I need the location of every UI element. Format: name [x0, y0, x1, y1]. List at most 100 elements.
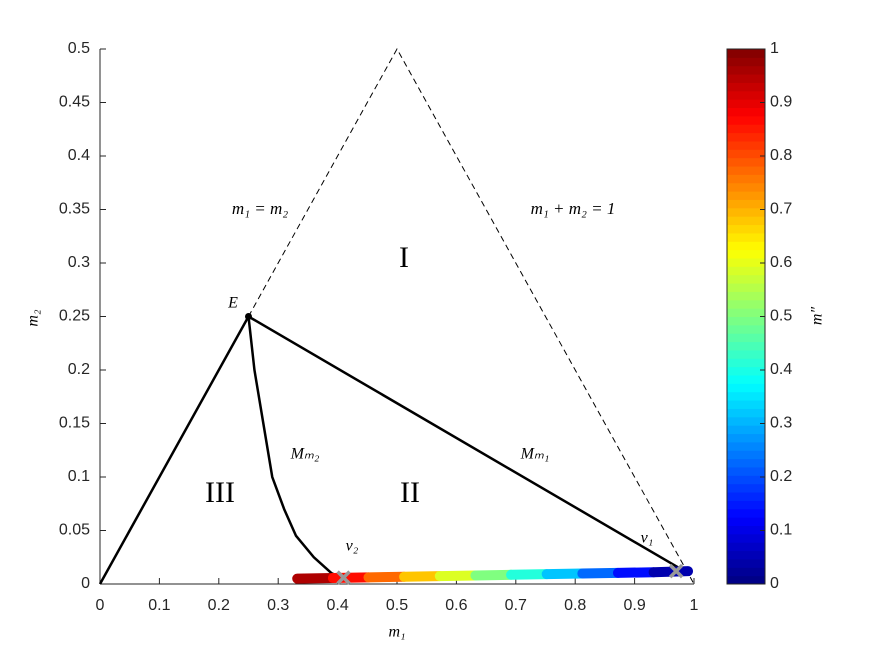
y-tick-label: 0.2 [68, 361, 90, 378]
colorbar-tick-label: 0.7 [770, 201, 792, 218]
colorbar-cell [727, 216, 765, 226]
colorbar-cell [727, 500, 765, 510]
colorbar-cell [727, 425, 765, 435]
annotation: Mₘ₂ [290, 446, 320, 463]
y-tick-label: 0 [81, 575, 90, 592]
gradient-segment [470, 569, 517, 581]
y-tick-label: 0.1 [68, 468, 90, 485]
y-tick-label: 0.25 [59, 308, 90, 325]
y-tick-label: 0.4 [68, 147, 90, 164]
colorbar-cell [727, 408, 765, 418]
colorbar-tick-label: 0.8 [770, 147, 792, 164]
colorbar-cell [727, 124, 765, 134]
colorbar-cell [727, 115, 765, 125]
colorbar-cell [727, 65, 765, 75]
colorbar-tick-label: 0.9 [770, 94, 792, 111]
annotation: Mₘ₁ [520, 446, 550, 463]
colorbar-cell [727, 82, 765, 92]
colorbar-tick-label: 0.5 [770, 308, 792, 325]
colorbar-cell [727, 140, 765, 150]
gradient-segment [399, 571, 445, 582]
colorbar-cell [727, 391, 765, 401]
colorbar-cell [727, 174, 765, 184]
colorbar-cell [727, 57, 765, 67]
colorbar-cell [727, 542, 765, 552]
x-tick-label: 0.3 [267, 597, 289, 614]
colorbar-cell [727, 316, 765, 326]
colorbar-cell [727, 550, 765, 560]
annotation: II [400, 476, 420, 509]
colorbar-cell [727, 483, 765, 493]
colorbar-tick-label: 0.2 [770, 468, 792, 485]
gradient-segment [541, 568, 588, 580]
colorbar-tick-label: 0 [770, 575, 779, 592]
colorbar-cell [727, 182, 765, 192]
y-tick-label: 0.45 [59, 94, 90, 111]
colorbar-cell [727, 575, 765, 585]
annotation: III [205, 476, 235, 509]
colorbar-cell [727, 157, 765, 167]
colorbar-cell [727, 349, 765, 359]
colorbar-cell [727, 558, 765, 568]
x-tick-label: 1 [690, 597, 699, 614]
gradient-segment [648, 566, 694, 578]
x-tick-label: 0 [96, 597, 105, 614]
colorbar-label: m″ [809, 307, 826, 326]
colorbar-tick-label: 0.1 [770, 522, 792, 539]
x-tick-label: 0.8 [564, 597, 586, 614]
x-tick-label: 0.7 [505, 597, 527, 614]
x-tick-label: 0.2 [208, 597, 230, 614]
colorbar-cell [727, 99, 765, 109]
point [245, 313, 252, 320]
colorbar-cell [727, 492, 765, 501]
colorbar-cell [727, 249, 765, 259]
gradient-segment [363, 571, 410, 583]
gradient-segment [577, 567, 623, 579]
colorbar-cell [727, 458, 765, 468]
colorbar-cell [727, 450, 765, 460]
colorbar-cell [727, 567, 765, 577]
y-tick-label: 0.05 [59, 522, 90, 539]
colorbar-cell [727, 533, 765, 543]
annotation: m₁ = m₂ [232, 199, 288, 218]
colorbar-tick-label: 0.4 [770, 361, 792, 378]
colorbar-cell [727, 291, 765, 301]
annotation: E [227, 295, 238, 312]
colorbar-cell [727, 224, 765, 234]
colorbar-cell [727, 308, 765, 317]
colorbar-cell [727, 400, 765, 409]
gradient-segment [292, 573, 338, 584]
colorbar-cell [727, 166, 765, 175]
annotation: m₁ + m₂ = 1 [531, 199, 616, 218]
annotation: I [399, 241, 409, 274]
y-tick-label: 0.3 [68, 254, 90, 271]
x-axis-label: m₁ [388, 624, 405, 641]
x-tick-label: 0.6 [445, 597, 467, 614]
colorbar-cell [727, 90, 765, 100]
colorbar-cell [727, 333, 765, 343]
annotation: ν₁ [641, 530, 654, 547]
x-tick-label: 0.1 [148, 597, 170, 614]
y-axis-label: m₂ [25, 309, 42, 327]
colorbar-cell [727, 232, 765, 242]
colorbar-cell [727, 199, 765, 209]
colorbar-cell [727, 241, 765, 251]
curve [98, 314, 684, 585]
colorbar-cell [727, 433, 765, 443]
y-tick-label: 0.15 [59, 415, 90, 432]
gradient-segment [612, 567, 659, 578]
colorbar-cell [727, 149, 765, 159]
colorbar-cell [727, 466, 765, 476]
colorbar-cell [727, 517, 765, 526]
colorbar-cell [727, 274, 765, 284]
y-tick-label: 0.5 [68, 40, 90, 57]
x-tick-label: 0.4 [326, 597, 348, 614]
cross-marker [336, 570, 351, 585]
colorbar-cell [727, 508, 765, 518]
colorbar-cell [727, 416, 765, 426]
gradient-segment [327, 572, 374, 584]
curve [247, 316, 345, 580]
gradient-segment [506, 569, 552, 580]
colorbar-cell [727, 375, 765, 384]
